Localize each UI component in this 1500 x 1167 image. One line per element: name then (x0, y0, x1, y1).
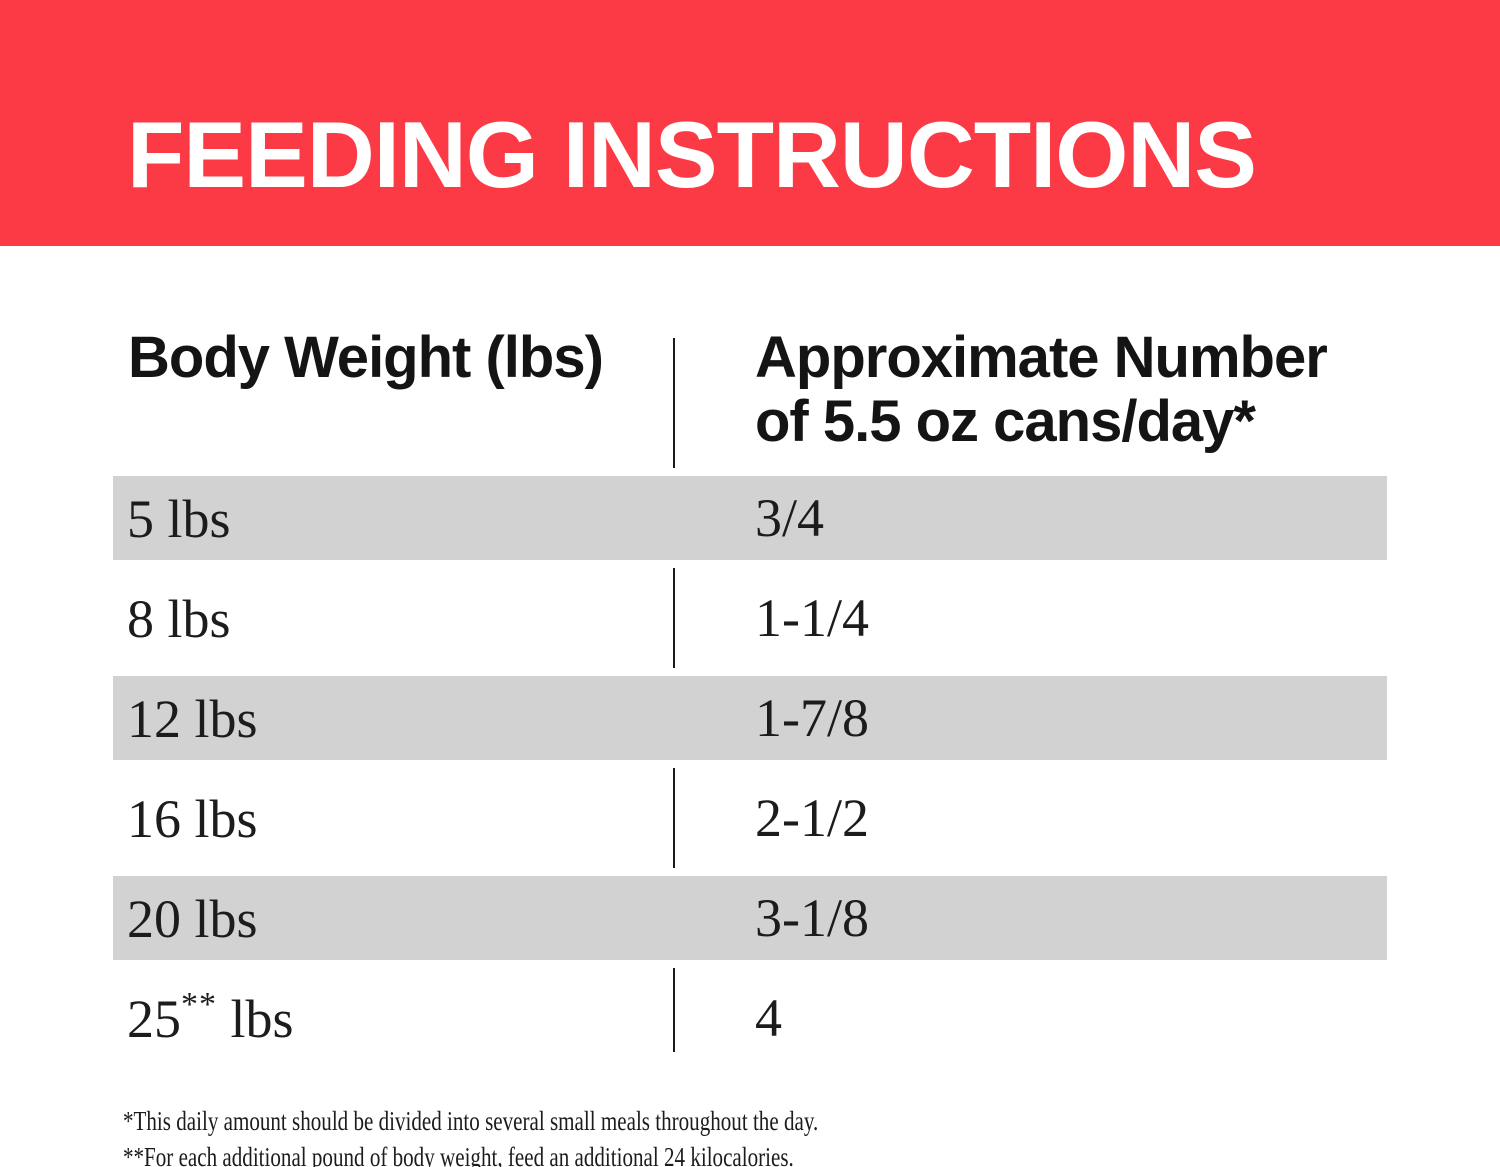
table-row: 16 lbs 2-1/2 (113, 768, 1387, 868)
cans-per-day-cell: 2-1/2 (755, 788, 869, 848)
table-row: 5 lbs 3/4 (113, 468, 1387, 568)
weight-value: 12 lbs (127, 689, 258, 749)
cans-per-day-cell: 1-7/8 (755, 688, 869, 748)
weight-value: 5 lbs (127, 489, 231, 549)
footnotes: *This daily amount should be divided int… (123, 1103, 818, 1167)
weight-value: 16 lbs (127, 789, 258, 849)
table-row: 25** lbs 4 (113, 968, 1387, 1068)
table-row: 8 lbs 1-1/4 (113, 568, 1387, 668)
cans-per-day-cell: 3-1/8 (755, 888, 869, 948)
body-weight-cell: 5 lbs (113, 486, 674, 550)
footnote-additional-weight: **For each additional pound of body weig… (123, 1142, 794, 1167)
weight-footnote-marker: ** (181, 986, 217, 1023)
body-weight-cell: 8 lbs (113, 586, 674, 650)
body-weight-cell: 25** lbs (113, 986, 674, 1050)
table-body: 5 lbs 3/4 8 lbs 1-1/4 12 lbs 1-7/8 16 lb… (113, 468, 1387, 1068)
weight-value: 8 lbs (127, 589, 231, 649)
cans-per-day-cell: 3/4 (755, 488, 825, 548)
table-row: 20 lbs 3-1/8 (113, 868, 1387, 968)
footnote-daily-amount: *This daily amount should be divided int… (123, 1106, 819, 1136)
cans-per-day-cell: 4 (755, 988, 782, 1048)
page-title: FEEDING INSTRUCTIONS (127, 102, 1257, 207)
body-weight-cell: 12 lbs (113, 686, 674, 750)
body-weight-cell: 20 lbs (113, 886, 674, 950)
column-header-body-weight: Body Weight (lbs) (128, 325, 604, 390)
column-header-cans-per-day: Approximate Number of 5.5 oz cans/day* (755, 325, 1328, 454)
weight-unit: lbs (217, 989, 294, 1049)
table-row: 12 lbs 1-7/8 (113, 668, 1387, 768)
cans-per-day-cell: 1-1/4 (755, 588, 869, 648)
body-weight-cell: 16 lbs (113, 786, 674, 850)
weight-value: 25 (127, 989, 181, 1049)
weight-value: 20 lbs (127, 889, 258, 949)
header-banner: FEEDING INSTRUCTIONS (0, 0, 1500, 246)
